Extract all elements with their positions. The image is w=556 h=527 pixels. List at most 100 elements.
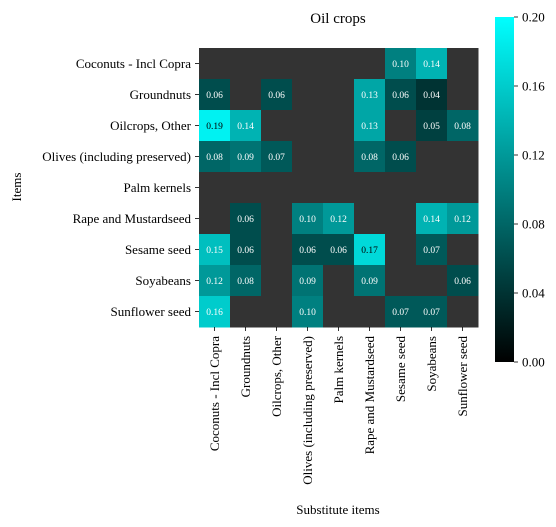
heatmap-cell-value: 0.04 [423,91,440,101]
heatmap-cell-value: 0.12 [330,215,347,225]
y-tick-label: Rape and Mustardseed [73,211,192,226]
heatmap-cell-empty [261,172,293,204]
heatmap-cell-empty [354,48,386,80]
heatmap-cell-empty [354,203,386,235]
y-tick-label: Coconuts - Incl Copra [76,56,191,71]
x-tick-label: Sunflower seed [455,336,470,417]
heatmap-cell-value: 0.05 [423,122,440,132]
x-tick-label: Sesame seed [393,336,408,403]
y-tick-label: Oilcrops, Other [110,118,192,133]
y-tick-label: Palm kernels [123,180,191,195]
colorbar-tick-label: 0.04 [522,286,545,301]
heatmap-cell-empty [323,79,355,111]
heatmap-cell-value: 0.07 [423,308,440,318]
colorbar-tick-label: 0.16 [522,79,545,94]
colorbar-tick-label: 0.20 [522,10,545,25]
heatmap-cell-value: 0.07 [423,246,440,256]
colorbar-gradient [495,17,514,362]
heatmap-cell-empty [199,172,231,204]
heatmap-cell-value: 0.06 [392,153,409,163]
y-tick-label: Groundnuts [130,87,191,102]
y-tick-label: Olives (including preserved) [42,149,191,164]
heatmap-cell-value: 0.10 [392,60,409,70]
heatmap-cell-empty [385,234,417,266]
heatmap-cell-empty [385,203,417,235]
y-tick-labels: Coconuts - Incl Copra Groundnuts Oilcrops,… [42,56,199,319]
heatmap-cell-value: 0.13 [361,122,378,132]
heatmap-cell-value: 0.08 [237,277,254,287]
heatmap-cell-value: 0.06 [454,277,471,287]
heatmap-cell-empty [230,172,262,204]
y-tick-label: Sunflower seed [110,304,191,319]
heatmap-cell-value: 0.14 [237,122,254,132]
heatmap-cell-value: 0.14 [423,215,440,225]
heatmap-cell-empty [447,172,479,204]
heatmap-cell-empty [323,265,355,297]
heatmap-cell-empty [230,296,262,328]
colorbar-ticks: 0.00 0.04 0.08 0.12 0.16 0.20 [514,10,545,370]
heatmap-cell-empty [199,48,231,80]
heatmap-cell-value: 0.19 [206,122,223,132]
heatmap-cell-empty [261,296,293,328]
heatmap-cell-value: 0.09 [299,277,316,287]
heatmap-cell-empty [323,48,355,80]
heatmap-cell-empty [230,48,262,80]
heatmap-cell-empty [323,296,355,328]
x-tick-label: Oilcrops, Other [269,335,284,417]
heatmap-cell-value: 0.09 [361,277,378,287]
heatmap-cell-empty [447,79,479,111]
x-tick-label: Groundnuts [238,336,253,397]
colorbar-tick-label: 0.12 [522,148,545,163]
chart-title: Oil crops [310,11,366,27]
colorbar-tick-label: 0.00 [522,355,545,370]
heatmap-cell-value: 0.06 [299,246,316,256]
x-tick-label: Olives (including preserved) [300,336,315,485]
heatmap-cell-value: 0.08 [361,153,378,163]
heatmap-cell-empty [416,172,448,204]
y-axis-label: Items [9,173,24,202]
heatmap-cell-value: 0.08 [454,122,471,132]
x-axis-label: Substitute items [296,502,379,517]
heatmap-cell-empty [292,48,324,80]
heatmap-cell-empty [292,110,324,142]
heatmap-cell-empty [199,203,231,235]
heatmap-cell-empty [323,141,355,173]
colorbar-tick-label: 0.08 [522,217,545,232]
heatmap-cell-value: 0.08 [206,153,223,163]
heatmap-cell-value: 0.12 [454,215,471,225]
heatmap-cell-empty [261,48,293,80]
heatmap-cell-value: 0.16 [206,308,223,318]
heatmap-cell-empty [292,79,324,111]
heatmap-cell-empty [354,296,386,328]
heatmap-cell-empty [292,141,324,173]
heatmap-cell-value: 0.12 [206,277,223,287]
heatmap-cell-value: 0.06 [392,91,409,101]
x-tick-label: Soyabeans [424,336,439,392]
heatmap-cell-value: 0.06 [237,215,254,225]
heatmap-cell-value: 0.06 [206,91,223,101]
heatmap-cell-value: 0.07 [268,153,285,163]
heatmap-cell-value: 0.06 [237,246,254,256]
heatmap-cell-value: 0.06 [330,246,347,256]
heatmap-cell-empty [230,79,262,111]
heatmap-cell-empty [416,265,448,297]
heatmap-cell-empty [261,234,293,266]
x-tick-label: Rape and Mustardseed [362,336,377,455]
heatmap-cell-empty [385,110,417,142]
x-tick-label: Coconuts - Incl Copra [207,336,222,451]
heatmap-cell-empty [323,172,355,204]
y-tick-label: Soyabeans [135,273,191,288]
heatmap-cell-empty [416,141,448,173]
heatmap-cell-value: 0.10 [299,308,316,318]
heatmap-cell-value: 0.10 [299,215,316,225]
y-tick-label: Sesame seed [125,242,192,257]
heatmap-cell-empty [447,141,479,173]
heatmap-cell-empty [261,203,293,235]
colorbar [495,17,514,362]
heatmap-cell-value: 0.15 [206,246,223,256]
heatmap-cell-empty [447,234,479,266]
heatmap-cell-value: 0.09 [237,153,254,163]
heatmap-cell-value: 0.06 [268,91,285,101]
heatmap-cell-empty [261,265,293,297]
heatmap-cell-empty [354,172,386,204]
